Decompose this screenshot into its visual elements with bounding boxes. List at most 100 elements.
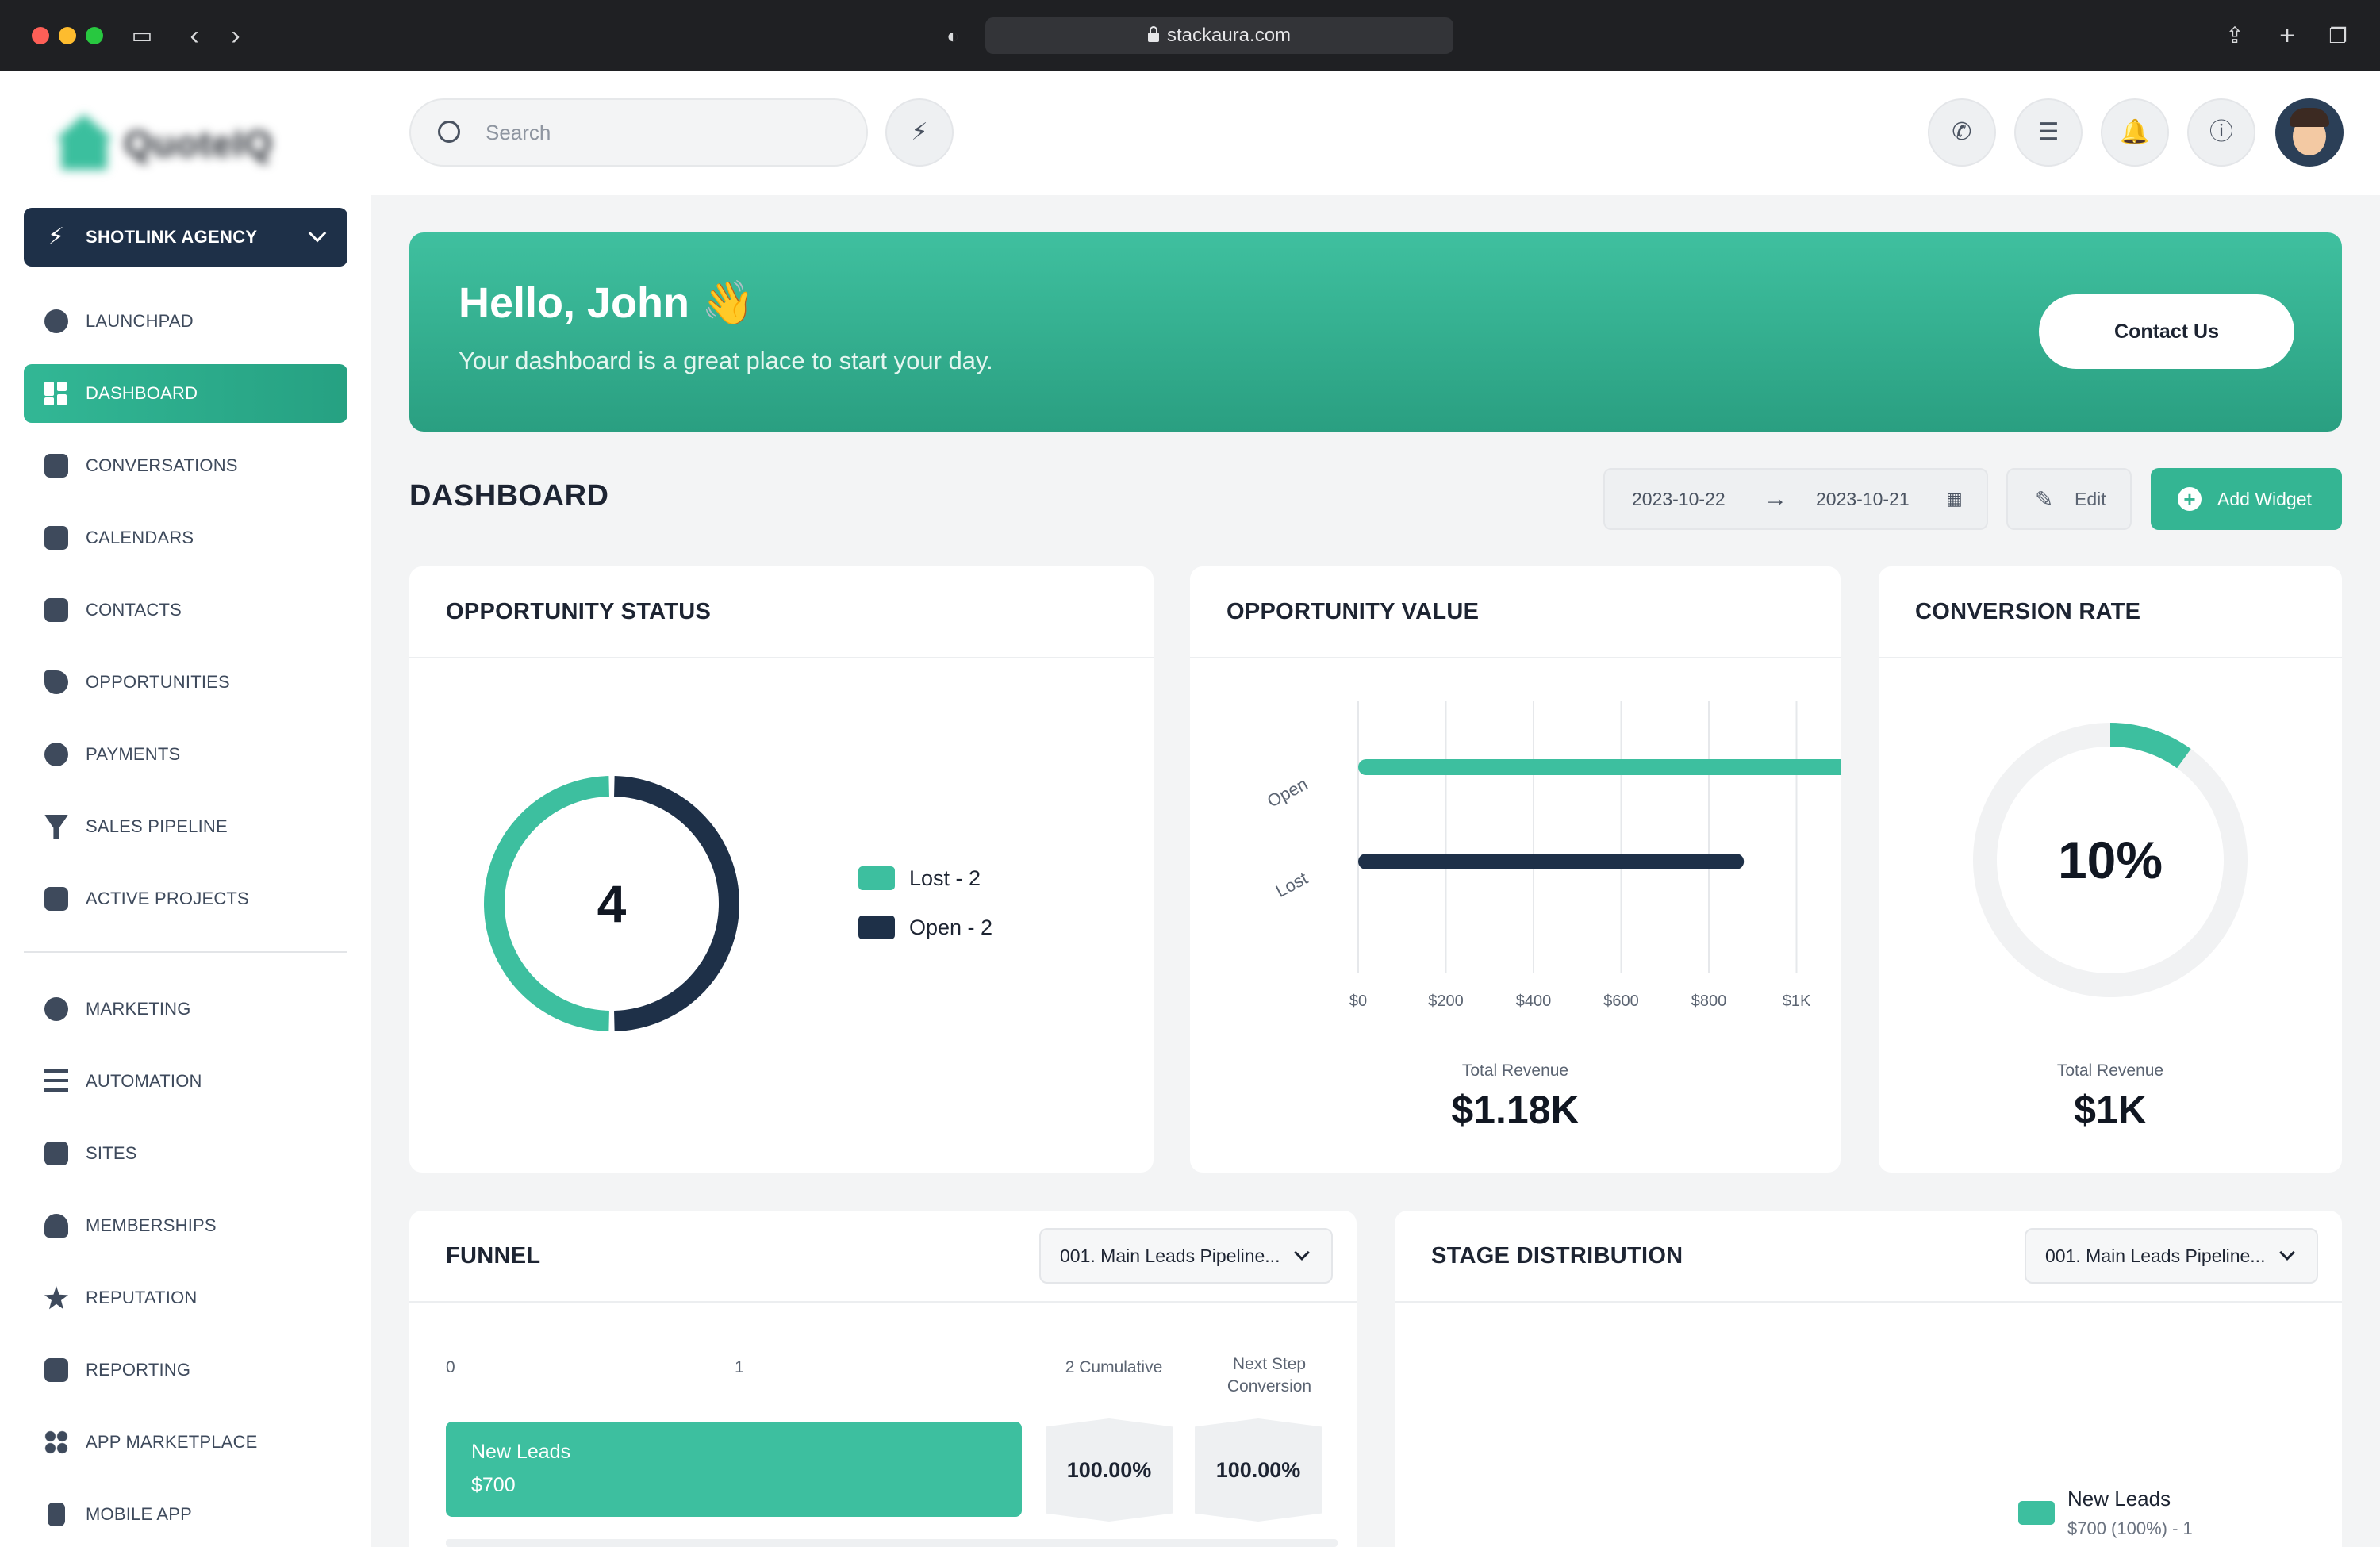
greeting-subtitle: Your dashboard is a great place to start… <box>459 347 993 374</box>
opportunity-value-bar-chart: $0$200$400$600$800$1K$1.2KOpenLost <box>1264 701 1841 1010</box>
share-icon[interactable]: ⇪ <box>2225 23 2244 48</box>
donut-slice-lost[interactable] <box>483 776 609 1031</box>
stage-pipeline-select[interactable]: 001. Main Leads Pipeline... <box>2025 1228 2318 1284</box>
globe-icon <box>44 997 68 1021</box>
search-bar[interactable] <box>409 98 868 167</box>
sidebar-item-label: CONTACTS <box>86 600 182 620</box>
new-tab-icon[interactable]: + <box>2279 21 2295 51</box>
stack-button[interactable]: ☰ <box>2014 98 2082 167</box>
funnel-stage-bar[interactable]: New Leads $700 <box>446 1422 1022 1517</box>
stage-distribution-card: STAGE DISTRIBUTION 001. Main Leads Pipel… <box>1395 1211 2342 1547</box>
card-divider <box>1879 657 2342 658</box>
conversion-rate-donut <box>1973 723 2248 997</box>
sidebar-item-app-marketplace[interactable]: APP MARKETPLACE <box>24 1413 347 1472</box>
sidebar-item-automation[interactable]: AUTOMATION <box>24 1052 347 1111</box>
sidebar-item-label: CONVERSATIONS <box>86 455 238 475</box>
arrow-right-icon: → <box>1764 486 1787 512</box>
clipboard-icon <box>44 887 68 911</box>
date-from: 2023-10-22 <box>1632 489 1726 509</box>
x-tick-label: $400 <box>1516 992 1552 1010</box>
funnel-axis-1: 1 <box>735 1358 744 1376</box>
sidebar-item-sales-pipeline[interactable]: SALES PIPELINE <box>24 797 347 856</box>
sidebar-divider <box>24 951 347 953</box>
wave-icon: 👋 <box>701 279 755 327</box>
agency-switcher[interactable]: ⚡ SHOTLINK AGENCY <box>24 208 347 267</box>
dashboard-icon <box>44 382 68 405</box>
legend-swatch <box>2018 1501 2055 1525</box>
sidebar-item-label: SITES <box>86 1143 137 1163</box>
sidebar-item-reporting[interactable]: REPORTING <box>24 1341 347 1399</box>
tabs-overview-icon[interactable]: ❐ <box>2328 24 2347 48</box>
x-tick-label: $1K <box>1783 992 1811 1010</box>
sidebar-item-marketing[interactable]: MARKETING <box>24 980 347 1038</box>
close-window-button[interactable] <box>32 27 49 44</box>
funnel-pipeline-select[interactable]: 001. Main Leads Pipeline... <box>1039 1228 1333 1284</box>
date-to: 2023-10-21 <box>1816 489 1910 509</box>
sidebar-item-memberships[interactable]: MEMBERSHIPS <box>24 1196 347 1255</box>
address-bar[interactable]: stackaura.com <box>985 17 1453 54</box>
pencil-icon: ✎ <box>2035 487 2054 512</box>
sidebar-item-label: APP MARKETPLACE <box>86 1432 258 1452</box>
sidebar-item-label: AUTOMATION <box>86 1071 202 1091</box>
notifications-button[interactable]: 🔔 <box>2101 98 2169 167</box>
bar-lost[interactable] <box>1358 854 1745 869</box>
sidebar-item-mobile-app[interactable]: MOBILE APP <box>24 1485 347 1544</box>
chart-icon <box>44 1358 68 1382</box>
sidebar-item-label: SALES PIPELINE <box>86 816 228 836</box>
card-divider <box>409 657 1154 658</box>
shield-icon[interactable]: ◐ <box>946 24 959 48</box>
sidebar-item-label: ACTIVE PROJECTS <box>86 889 249 908</box>
card-title: FUNNEL <box>446 1243 541 1269</box>
sidebar-item-launchpad[interactable]: LAUNCHPAD <box>24 292 347 351</box>
donut-slice-open[interactable] <box>614 776 740 1031</box>
forward-icon[interactable]: › <box>231 21 240 51</box>
x-tick-label: $600 <box>1603 992 1639 1010</box>
greeting-text: Hello, John <box>459 279 690 327</box>
search-input[interactable] <box>486 100 835 165</box>
back-icon[interactable]: ‹ <box>190 21 199 51</box>
legend-stage-detail: $700 (100%) - 1 <box>2067 1518 2193 1538</box>
zoom-window-button[interactable] <box>86 27 103 44</box>
bell-icon: 🔔 <box>2120 119 2150 145</box>
sidebar-item-opportunities[interactable]: OPPORTUNITIES <box>24 653 347 712</box>
greeting-heading: Hello, John 👋 <box>459 278 754 328</box>
sidebar-toggle-icon[interactable]: ▭ <box>131 23 153 48</box>
x-tick-label: $0 <box>1349 992 1367 1010</box>
opportunity-status-card: OPPORTUNITY STATUS 4 Lost - 2 Open - 2 <box>409 566 1154 1173</box>
launchpad-icon <box>44 309 68 333</box>
contact-us-button[interactable]: Contact Us <box>2039 294 2294 369</box>
total-revenue-label: Total Revenue <box>2056 1061 2164 1080</box>
add-widget-button[interactable]: + Add Widget <box>2151 468 2342 530</box>
phone-button[interactable]: ✆ <box>1928 98 1996 167</box>
date-range-picker[interactable]: 2023-10-22 → 2023-10-21 ▦ <box>1603 468 1988 530</box>
sidebar-item-contacts[interactable]: CONTACTS <box>24 581 347 639</box>
avatar[interactable] <box>2275 98 2344 167</box>
sidebar-item-calendars[interactable]: CALENDARS <box>24 509 347 567</box>
info-button[interactable]: ⓘ <box>2187 98 2255 167</box>
edit-button[interactable]: ✎ Edit <box>2006 468 2132 530</box>
badge-icon <box>44 1214 68 1238</box>
bar-open[interactable] <box>1358 759 1841 775</box>
total-revenue-value: $1K <box>2074 1088 2147 1132</box>
sidebar-item-conversations[interactable]: CONVERSATIONS <box>24 436 347 495</box>
star-icon <box>44 1286 68 1310</box>
company-logo[interactable]: QuoteIQ <box>56 108 317 175</box>
sidebar-item-sites[interactable]: SITES <box>24 1124 347 1183</box>
quick-actions-button[interactable]: ⚡ <box>885 98 954 167</box>
grid-icon <box>44 1430 68 1454</box>
funnel-stage-name: New Leads <box>471 1441 571 1463</box>
sidebar-item-active-projects[interactable]: ACTIVE PROJECTS <box>24 869 347 928</box>
bolt-icon: ⚡ <box>48 224 65 250</box>
donut-slice-converted[interactable] <box>2109 723 2191 769</box>
sidebar-item-label: CALENDARS <box>86 528 194 547</box>
calendar-icon: ▦ <box>1946 489 1963 509</box>
card-divider <box>1190 657 1841 658</box>
sidebar-item-payments[interactable]: PAYMENTS <box>24 725 347 784</box>
cumulative-value: 100.00% <box>1046 1418 1173 1522</box>
sidebar-item-label: REPORTING <box>86 1360 191 1380</box>
phone-icon <box>48 1503 65 1526</box>
sidebar-item-reputation[interactable]: REPUTATION <box>24 1269 347 1327</box>
sidebar-item-dashboard[interactable]: DASHBOARD <box>24 364 347 423</box>
minimize-window-button[interactable] <box>59 27 76 44</box>
next-step-header: Next Step Conversion <box>1195 1353 1344 1398</box>
